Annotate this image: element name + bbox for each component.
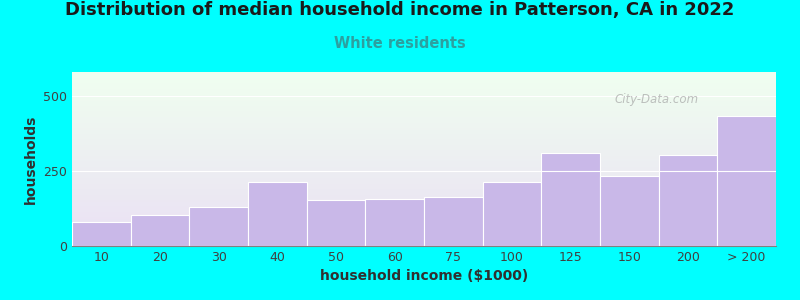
Bar [248,182,306,246]
Bar [658,154,718,246]
Bar [366,199,424,246]
Bar [130,214,190,246]
Text: City-Data.com: City-Data.com [614,93,698,106]
Y-axis label: households: households [23,114,38,204]
Bar [72,222,130,246]
Bar [482,182,542,246]
Bar [306,200,366,246]
Bar [600,176,658,246]
Bar [542,153,600,246]
Bar [718,116,776,246]
Bar [424,197,482,246]
Text: White residents: White residents [334,36,466,51]
Bar [190,207,248,246]
X-axis label: household income ($1000): household income ($1000) [320,269,528,284]
Text: Distribution of median household income in Patterson, CA in 2022: Distribution of median household income … [66,2,734,20]
